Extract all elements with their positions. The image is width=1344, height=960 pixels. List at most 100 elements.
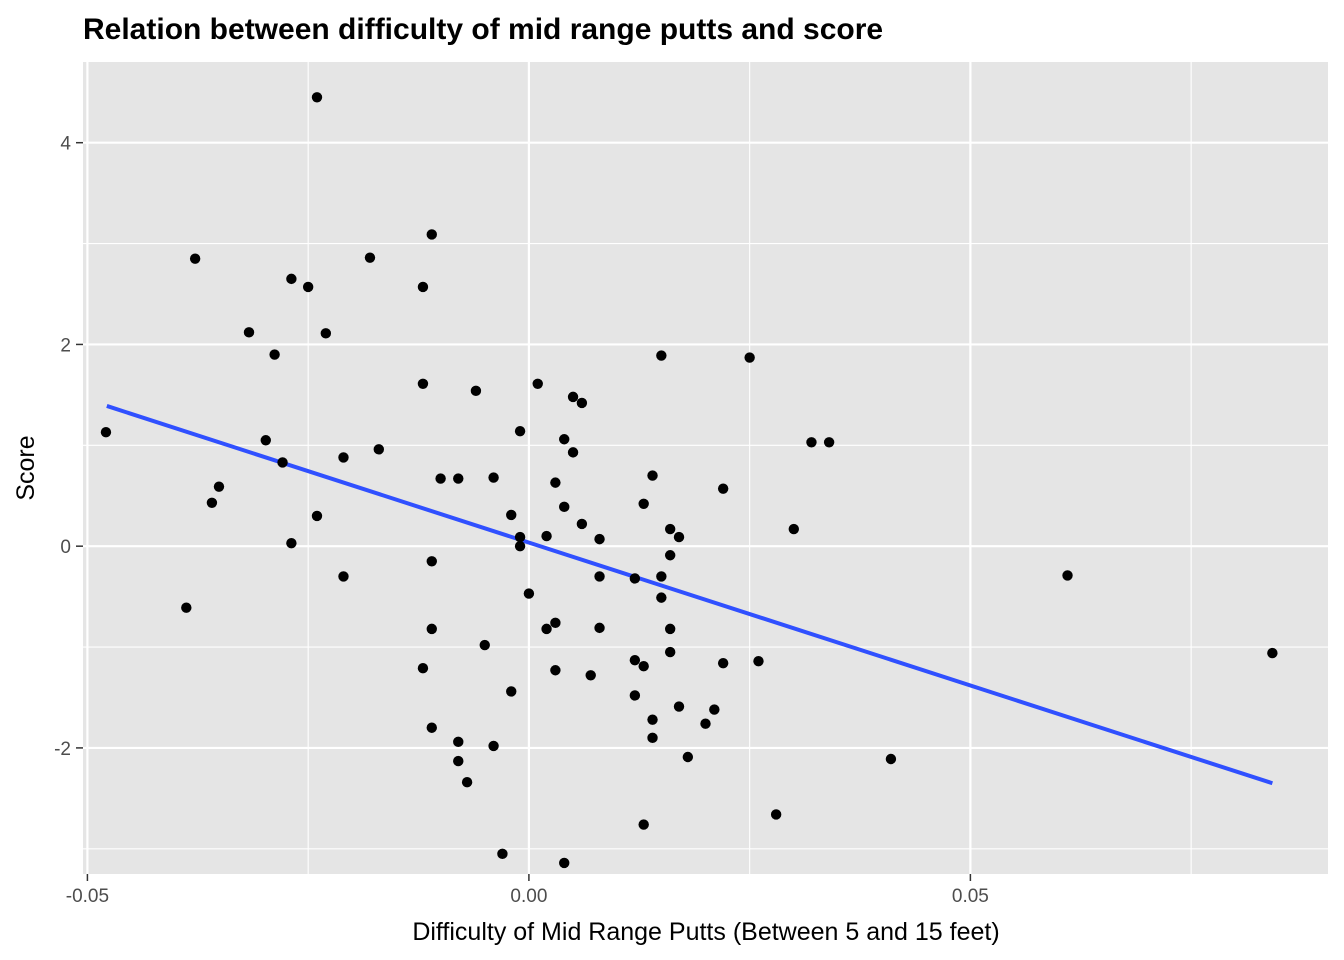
data-point [488, 740, 499, 752]
data-point [479, 639, 490, 651]
minor-gridlines [83, 62, 1328, 874]
data-point [506, 509, 517, 521]
data-point [514, 425, 526, 437]
data-point [338, 452, 349, 463]
data-point [435, 473, 446, 484]
data-point [181, 602, 192, 613]
data-point [629, 690, 641, 701]
chart-title: Relation between difficulty of mid range… [83, 13, 883, 46]
plot-panel [83, 62, 1328, 874]
data-point [629, 573, 641, 584]
data-point [567, 447, 579, 458]
data-point [213, 481, 225, 492]
data-point [338, 571, 349, 582]
data-point [311, 510, 323, 522]
data-point [453, 736, 464, 748]
data-point [286, 537, 297, 549]
data-point [594, 533, 605, 545]
data-point [664, 623, 676, 635]
y-tick-label: -2 [54, 739, 71, 760]
data-point [823, 437, 835, 448]
data-point [576, 518, 588, 530]
data-point [594, 571, 605, 582]
data-point [453, 755, 464, 767]
data-point [470, 385, 482, 397]
data-point [647, 714, 658, 725]
data-point [206, 497, 218, 508]
data-point [426, 229, 437, 240]
data-point [656, 350, 667, 361]
data-point [647, 470, 658, 481]
data-point [1062, 570, 1073, 581]
data-point [664, 646, 676, 658]
data-point [594, 622, 605, 634]
data-point [541, 623, 552, 635]
data-point [717, 483, 729, 494]
data-point [700, 718, 711, 729]
regression-line [106, 404, 1273, 786]
data-point [417, 663, 429, 674]
data-point [717, 657, 729, 669]
x-tick-label: 0.05 [952, 886, 989, 907]
data-point [673, 531, 685, 543]
data-point [417, 378, 429, 389]
data-point [550, 477, 561, 488]
data-point [514, 531, 526, 543]
data-point [664, 550, 676, 561]
data-point [647, 732, 658, 744]
data-point [638, 819, 649, 830]
data-point [286, 273, 297, 285]
data-point [461, 777, 473, 788]
data-point [541, 530, 552, 542]
data-point [243, 327, 255, 338]
data-point [788, 523, 799, 535]
y-tick-label: 0 [60, 537, 71, 558]
data-point [514, 540, 526, 552]
y-axis-title: Score [12, 435, 40, 500]
data-point [426, 623, 437, 635]
y-tick-label: 4 [60, 134, 71, 155]
data-point [550, 617, 561, 629]
y-tick-label: 2 [60, 335, 71, 356]
data-point [364, 252, 376, 263]
x-tick-label: -0.05 [66, 886, 109, 907]
data-point [302, 281, 314, 293]
y-axis: -2 0 2 4 [54, 134, 83, 760]
data-point [260, 435, 271, 446]
data-point [100, 426, 112, 438]
data-point [497, 848, 508, 860]
data-point [277, 457, 288, 468]
x-tick-label: 0.00 [510, 886, 547, 907]
data-point [638, 498, 649, 510]
data-point [453, 473, 464, 484]
data-point [559, 857, 570, 869]
data-point [709, 704, 720, 715]
data-point [585, 670, 596, 681]
data-point [426, 722, 437, 733]
data-point [629, 654, 641, 666]
data-point [488, 472, 499, 483]
x-axis: -0.05 0.00 0.05 [66, 874, 989, 907]
data-point [417, 281, 429, 293]
data-point [753, 655, 764, 667]
data-points [100, 92, 1278, 869]
data-point [189, 253, 201, 264]
data-point [673, 701, 685, 712]
data-point [373, 444, 384, 455]
x-axis-title: Difficulty of Mid Range Putts (Between 5… [412, 918, 999, 946]
data-point [426, 556, 437, 567]
data-point [770, 809, 782, 820]
data-point [559, 434, 570, 445]
data-point [656, 592, 667, 603]
data-point [523, 588, 535, 599]
data-point [744, 352, 755, 363]
data-point [885, 753, 897, 765]
data-point [638, 661, 649, 672]
data-point [532, 378, 543, 389]
data-point [1267, 647, 1278, 659]
data-point [806, 437, 817, 448]
data-point [576, 397, 588, 409]
data-point [506, 686, 517, 697]
data-point [682, 751, 694, 763]
